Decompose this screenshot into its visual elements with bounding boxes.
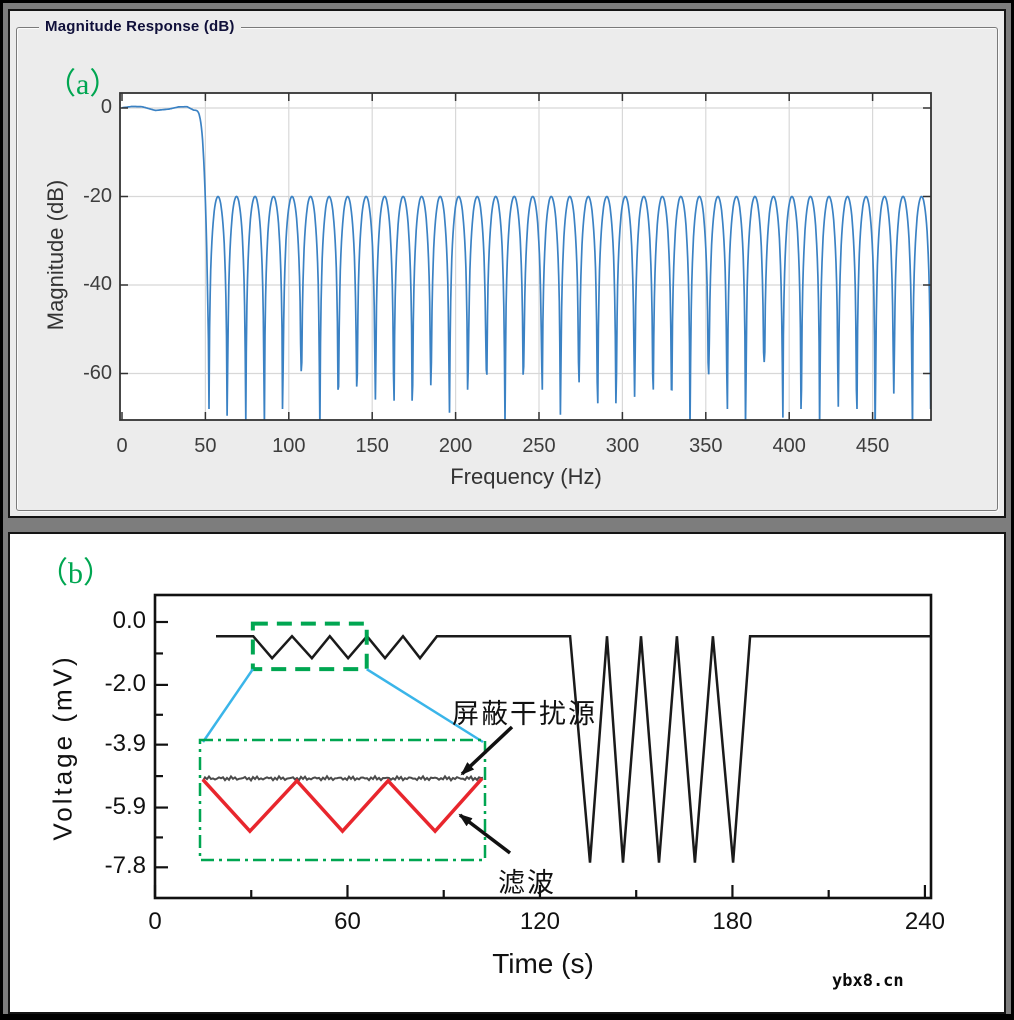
a-y-tick-label: -20 <box>83 184 112 207</box>
zoom-inset-box <box>198 738 487 862</box>
a-x-tick-label: 100 <box>272 435 306 457</box>
b-y-tick-label: -7.8 <box>104 852 146 880</box>
b-y-tick-label: -3.9 <box>104 729 146 757</box>
watermark: ybx8.cn <box>832 971 904 991</box>
a-x-tick-label: 50 <box>194 435 217 457</box>
a-x-tick-label: 300 <box>605 435 640 457</box>
b-x-axis-title: Time (s) <box>492 948 594 979</box>
a-x-tick-label: 200 <box>438 435 473 457</box>
b-x-tick-label: 180 <box>712 908 753 935</box>
filtered-label: 滤波 <box>498 868 556 898</box>
magnitude-response-plot <box>119 92 932 421</box>
filtered-signal-wave <box>201 777 484 834</box>
a-x-tick-label: 350 <box>689 435 723 457</box>
panel-b: （b） 0 60 120 180 240 0.0 -2.0 -3.9 -5.9 -7.8 Tim… <box>10 534 1004 1012</box>
a-x-tick-label: 450 <box>855 435 890 457</box>
a-x-tick-label: 150 <box>355 435 389 457</box>
panel-b-label: （b） <box>38 557 113 590</box>
filter-arrow <box>458 813 512 855</box>
zoom-source-box <box>250 621 369 672</box>
magnitude-response-curve <box>121 105 931 420</box>
a-x-tick-label: 0 <box>116 435 128 457</box>
a-y-axis-title: Magnitude (dB) <box>43 179 68 331</box>
magnitude-response-groupbox: Magnitude Response (dB) <box>16 18 998 511</box>
b-y-tick-label: 0.0 <box>112 607 146 634</box>
a-x-tick-label: 400 <box>772 435 806 457</box>
groupbox-title: Magnitude Response (dB) <box>39 18 241 35</box>
voltage-time-plot <box>153 593 933 900</box>
b-y-tick-label: -5.9 <box>104 792 146 820</box>
shield-arrow <box>460 725 514 776</box>
connector-line-left <box>201 668 254 743</box>
axes-box <box>153 593 933 900</box>
shielded-signal-line <box>202 774 484 783</box>
shield-interference-label: 屏蔽干扰源 <box>452 699 597 729</box>
a-y-tick-label: -40 <box>83 273 112 295</box>
a-x-tick-label: 250 <box>522 435 556 457</box>
a-x-axis-title: Frequency (Hz) <box>450 464 602 489</box>
panel-a-label: （a） <box>46 68 120 101</box>
b-y-tick-label: -2.0 <box>104 669 146 697</box>
b-x-tick-label: 60 <box>334 908 361 935</box>
b-y-axis-title: Voltage (mV) <box>47 654 78 841</box>
a-y-tick-label: -60 <box>83 361 112 384</box>
axes-box <box>119 92 932 421</box>
voltage-trace <box>216 634 932 863</box>
b-x-tick-label: 120 <box>519 908 560 935</box>
connector-line-right <box>366 668 484 744</box>
b-x-tick-label: 240 <box>904 908 945 935</box>
b-x-tick-label: 0 <box>148 908 162 935</box>
panel-a: Magnitude Response (dB) （a） 0 50 100 150 200… <box>10 11 1004 516</box>
a-y-tick-label: 0 <box>100 96 112 118</box>
